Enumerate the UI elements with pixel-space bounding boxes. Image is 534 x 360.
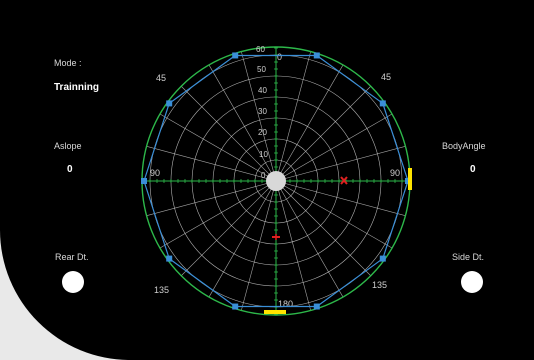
grid-spoke [208, 180, 277, 298]
angle-label-135-right: 135 [372, 280, 387, 290]
target-markers [272, 176, 348, 240]
grid-spoke [146, 180, 277, 216]
rear-distance-indicator [62, 271, 84, 293]
side-distance-label: Side Dt. [452, 252, 485, 262]
grid-spoke [275, 113, 393, 182]
body-angle-label: BodyAngle [442, 141, 486, 151]
grid-spoke [181, 180, 277, 276]
grid-spoke [275, 51, 311, 182]
side-distance-indicator [461, 271, 483, 293]
angle-label-90-left: 90 [150, 168, 160, 178]
angle-label-45-left: 45 [156, 73, 166, 83]
aslope-label: Aslope [54, 141, 82, 151]
grid-spoke [275, 180, 393, 249]
grid-spoke [275, 180, 406, 216]
angle-label-135-left: 135 [154, 285, 169, 295]
grid-spoke [146, 146, 277, 182]
sensor-vertex [313, 303, 320, 310]
angle-label-180: 180 [278, 299, 293, 309]
grid-spoke [275, 180, 371, 276]
sensor-vertex [166, 255, 173, 262]
sensor-vertex [141, 178, 147, 184]
target-marker-right [340, 176, 348, 185]
grid-spoke [275, 64, 344, 182]
aslope-value: 0 [67, 164, 73, 175]
rear-distance-label: Rear Dt. [55, 252, 89, 262]
mode-value: Trainning [54, 82, 99, 93]
ring-label-20: 20 [258, 128, 267, 137]
grid-spoke [275, 86, 371, 182]
ring-label-50: 50 [257, 65, 266, 74]
ring-label-30: 30 [258, 107, 267, 116]
sensor-vertex [379, 255, 386, 262]
grid-spoke [159, 113, 277, 182]
ring-label-40: 40 [258, 86, 267, 95]
sensor-vertex [379, 100, 386, 107]
angle-label-90-right: 90 [390, 168, 400, 178]
angle-label-0: 0 [277, 52, 282, 62]
grid-spoke [181, 86, 277, 182]
grid-spoke [208, 64, 277, 182]
angle-label-45-right: 45 [381, 72, 391, 82]
mode-label: Mode : [54, 58, 82, 68]
grid-spoke [275, 180, 311, 311]
right-edge-marker [408, 168, 412, 190]
sensor-vertex [232, 303, 239, 310]
grid-spoke [275, 146, 406, 182]
bottom-edge-marker [264, 310, 286, 314]
ring-label-60: 60 [256, 45, 265, 54]
ring-label-0: 0 [261, 171, 266, 180]
body-angle-value: 0 [470, 164, 476, 175]
center-hub [266, 171, 286, 191]
sensor-vertex [313, 52, 320, 59]
grid-spoke [241, 51, 277, 182]
grid-spoke [159, 180, 277, 249]
grid-spoke [275, 180, 344, 298]
ring-label-10: 10 [259, 150, 268, 159]
grid-spoke [241, 180, 277, 311]
sensor-vertex [166, 100, 173, 107]
sensor-vertex [232, 52, 239, 59]
